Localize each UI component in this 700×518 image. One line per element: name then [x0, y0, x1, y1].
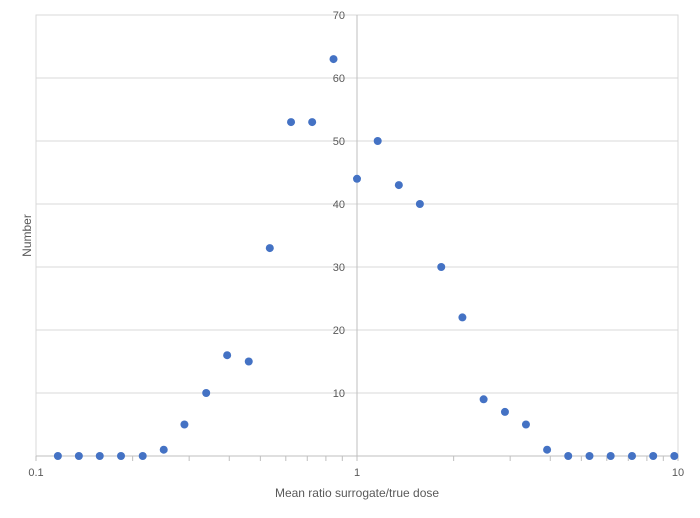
data-point [223, 351, 232, 360]
y-tick-labels: 10 20 30 40 50 60 70 [333, 10, 345, 400]
data-point [138, 452, 147, 460]
y-tick-label: 70 [333, 10, 345, 22]
x-tick-labels: 0.1 1 10 [28, 467, 684, 479]
data-point [202, 389, 211, 397]
data-point [373, 137, 382, 145]
y-tick-label: 10 [333, 388, 345, 400]
data-point [353, 174, 361, 183]
y-axis-title: Number [20, 214, 34, 257]
data-point [458, 313, 467, 322]
data-point [117, 452, 126, 460]
data-point [479, 395, 488, 404]
y-tick-label: 60 [333, 73, 345, 85]
data-point [159, 445, 168, 454]
x-tick-label: 0.1 [28, 467, 43, 479]
data-point [585, 452, 594, 460]
data-point [308, 118, 317, 127]
data-point [500, 407, 509, 416]
data-point [606, 452, 615, 460]
y-tick-label: 30 [333, 262, 345, 274]
data-point [329, 55, 338, 64]
data-point [649, 452, 658, 460]
data-point [53, 452, 62, 460]
data-point [265, 244, 274, 253]
data-point [521, 420, 530, 429]
x-axis-title: Mean ratio surrogate/true dose [275, 486, 439, 500]
y-tick-label: 20 [333, 325, 345, 337]
data-point [437, 263, 446, 271]
data-points [53, 55, 679, 460]
data-point [394, 181, 403, 190]
data-point [95, 452, 104, 460]
data-point [180, 420, 189, 429]
data-point [287, 118, 296, 127]
axes [35, 15, 679, 461]
data-point [244, 357, 253, 366]
data-point [564, 452, 573, 460]
x-tick-label: 10 [672, 467, 684, 479]
data-point [543, 445, 552, 454]
data-point [670, 452, 679, 460]
data-point [74, 452, 83, 460]
data-point [628, 452, 637, 460]
y-tick-label: 40 [333, 199, 345, 211]
x-tick-label: 1 [354, 467, 360, 479]
y-tick-label: 50 [333, 136, 345, 148]
data-point [415, 200, 424, 208]
